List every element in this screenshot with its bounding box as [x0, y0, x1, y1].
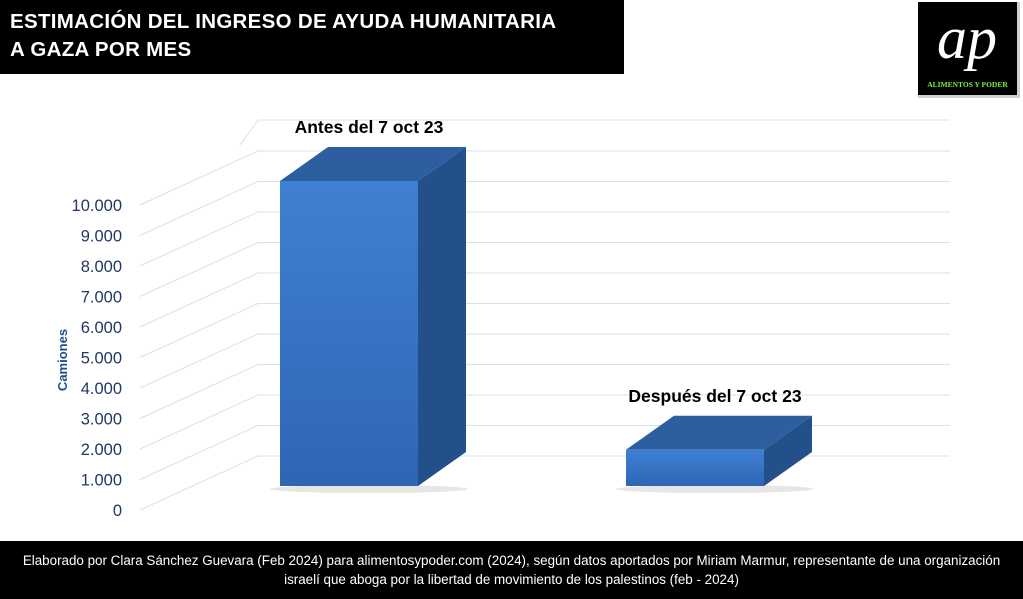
- bar-side: [418, 147, 466, 486]
- bar-shadow: [270, 485, 468, 493]
- gridline-depth: [139, 455, 259, 511]
- gridline-depth: [139, 272, 259, 328]
- bar: [280, 181, 418, 486]
- chart-title-line1: ESTIMACIÓN DEL INGRESO DE AYUDA HUMANITA…: [10, 10, 557, 33]
- gridline-depth: [139, 242, 259, 297]
- gridline-depth: [239, 119, 259, 146]
- gridline-depth: [139, 150, 259, 206]
- gridline-depth: [139, 211, 259, 267]
- gridline-depth: [139, 425, 259, 480]
- bars: [270, 147, 814, 493]
- y-tick-label: 9.000: [81, 228, 122, 246]
- y-tick-label: 3.000: [81, 411, 122, 429]
- y-tick-label: 8.000: [81, 258, 122, 276]
- gridline-depth: [139, 394, 259, 450]
- brand-logo: ap ALIMENTOS Y PODER: [918, 2, 1020, 98]
- data-label: Antes del 7 oct 23: [295, 117, 444, 137]
- source-footer: Elaborado por Clara Sánchez Guevara (Feb…: [0, 541, 1023, 599]
- y-axis-ticks: 0 1.000 2.000 3.000 4.000 5.000 6.000 7.000 8.00…: [72, 197, 122, 520]
- y-tick-label: 5.000: [81, 350, 122, 368]
- chart-title-line2: A GAZA POR MES: [10, 38, 192, 61]
- logo-text: ALIMENTOS Y PODER: [927, 80, 1008, 89]
- bar-shadow: [616, 485, 814, 493]
- footer-line1: Elaborado por Clara Sánchez Guevara (Feb…: [22, 553, 1001, 568]
- svg-text:ap: ap: [937, 5, 997, 71]
- data-label: Después del 7 oct 23: [628, 386, 801, 406]
- gridline-depth: [139, 181, 259, 236]
- y-tick-label: 10.000: [72, 197, 122, 215]
- bar: [626, 449, 764, 486]
- bar-side: [764, 415, 812, 486]
- data-labels: Antes del 7 oct 23 Después del 7 oct 23: [295, 117, 802, 406]
- gridline-depth: [139, 303, 259, 358]
- y-tick-label: 0: [113, 502, 122, 520]
- title-box: ESTIMACIÓN DEL INGRESO DE AYUDA HUMANITA…: [0, 0, 624, 74]
- gridline-depth: [139, 333, 259, 389]
- bar-top: [626, 415, 812, 450]
- y-tick-label: 7.000: [81, 289, 122, 307]
- y-tick-label: 6.000: [81, 319, 122, 337]
- gridline-depth: [139, 364, 259, 419]
- y-tick-label: 4.000: [81, 380, 122, 398]
- gridlines: [139, 119, 950, 511]
- ap-logo-icon: ap: [937, 5, 997, 71]
- bar-top: [280, 147, 466, 181]
- y-tick-label: 1.000: [81, 472, 122, 490]
- y-axis-label: Camiones: [55, 329, 70, 391]
- y-tick-label: 2.000: [81, 441, 122, 459]
- footer-line2: israelí que aboga por la libertad de mov…: [284, 572, 739, 587]
